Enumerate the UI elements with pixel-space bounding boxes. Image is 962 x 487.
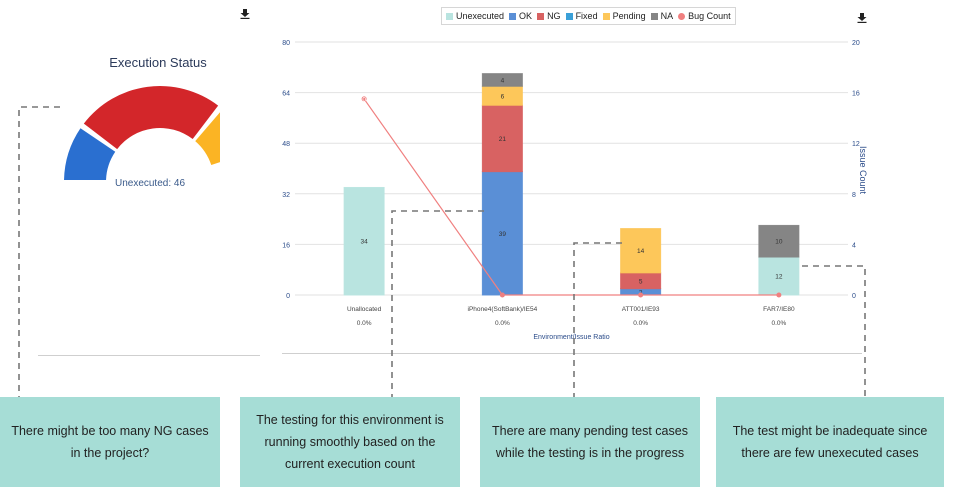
x-axis-label: Environment/Issue Ratio — [533, 334, 609, 341]
x-tick-label: Unallocated — [347, 306, 382, 313]
y2-tick-label: 16 — [852, 91, 860, 98]
legend-item-fixed[interactable]: Fixed — [565, 11, 598, 21]
callout-text: The test might be inadequate since there… — [732, 424, 928, 460]
callout-running-smoothly: The testing for this environment is runn… — [240, 397, 460, 487]
legend-swatch — [537, 12, 545, 20]
callout-text: There might be too many NG cases in the … — [11, 424, 209, 460]
download-icon[interactable] — [240, 9, 250, 19]
callout-pending-cases: There are many pending test cases while … — [480, 397, 700, 487]
connector-ng — [18, 106, 60, 397]
bug-count-point[interactable] — [776, 292, 782, 298]
x-tick-label: FAR7/IE80 — [763, 306, 795, 313]
legend-item-unexecuted[interactable]: Unexecuted — [446, 11, 504, 21]
bar-value-label: 39 — [499, 231, 507, 238]
legend-label: Fixed — [575, 11, 598, 21]
bug-count-point[interactable] — [499, 292, 505, 298]
legend-swatch — [565, 12, 573, 20]
gauge-segment-ng — [83, 86, 219, 150]
legend-swatch — [509, 12, 517, 20]
y-tick-label: 0 — [286, 293, 290, 300]
bar-segment-unexecuted[interactable] — [343, 186, 385, 296]
x-tick-label: iPhone4(SoftBank)/IE54 — [468, 306, 538, 313]
bar-segment-na[interactable] — [758, 224, 800, 258]
legend-swatch — [678, 12, 686, 20]
legend-label: Bug Count — [688, 11, 731, 21]
x-ratio-label: 0.0% — [357, 320, 372, 327]
y-tick-label: 32 — [282, 192, 290, 199]
bar-segment-na[interactable] — [481, 73, 523, 87]
callout-text: The testing for this environment is runn… — [256, 413, 444, 471]
gauge-panel-divider — [38, 355, 260, 356]
gauge-segment-pending — [195, 112, 220, 166]
gauge-title: Execution Status — [109, 55, 207, 70]
legend-label: Pending — [612, 11, 646, 21]
y2-tick-label: 12 — [852, 141, 860, 148]
y-tick-label: 16 — [282, 242, 290, 249]
legend-label: NG — [547, 11, 561, 21]
bar-value-label: 14 — [637, 248, 645, 255]
bar-value-label: 6 — [501, 93, 505, 100]
legend-label: Unexecuted — [456, 11, 505, 21]
bar-segment-pending[interactable] — [620, 228, 662, 274]
bar-value-label: 10 — [775, 239, 783, 246]
gauge-subtitle: Unexecuted: 46 — [114, 178, 186, 189]
legend-swatch — [446, 12, 453, 20]
bar-value-label: 34 — [361, 239, 369, 246]
y2-tick-label: 4 — [852, 242, 856, 249]
legend-swatch — [650, 12, 658, 20]
chart-panel-divider — [282, 353, 862, 354]
callout-text: There are many pending test cases while … — [492, 424, 688, 460]
chart-legend: Unexecuted OK NG Fixed Pending NA Bug Count — [441, 7, 736, 25]
gauge-segment-ok — [64, 128, 116, 180]
y-tick-label: 48 — [282, 141, 290, 148]
y2-tick-label: 20 — [852, 40, 860, 47]
y-tick-label: 80 — [282, 40, 290, 47]
connector-iphone — [391, 210, 484, 397]
legend-item-bug-count[interactable]: Bug Count — [678, 11, 731, 21]
callout-ng-cases: There might be too many NG cases in the … — [0, 397, 220, 487]
bar-segment-ng[interactable] — [481, 104, 523, 173]
bar-value-label: 5 — [639, 278, 643, 285]
execution-status-gauge — [64, 86, 220, 180]
x-ratio-label: 0.0% — [771, 320, 786, 327]
legend-item-ng[interactable]: NG — [537, 11, 561, 21]
legend-label: OK — [519, 11, 533, 21]
y-tick-label: 64 — [282, 91, 290, 98]
connector-att — [573, 242, 622, 397]
bar-value-label: 21 — [499, 136, 507, 143]
y2-axis-label: Issue Count — [858, 146, 868, 195]
y2-tick-label: 0 — [852, 293, 856, 300]
callout-inadequate-test: The test might be inadequate since there… — [716, 397, 944, 487]
x-tick-label: ATT001/IE93 — [622, 306, 660, 313]
bug-count-point[interactable] — [638, 292, 644, 298]
connector-far — [802, 265, 866, 397]
bug-count-line — [363, 98, 779, 296]
download-icon[interactable] — [857, 13, 867, 23]
bar-value-label: 4 — [501, 77, 505, 84]
legend-item-ok[interactable]: OK — [509, 11, 532, 21]
legend-item-pending[interactable]: Pending — [602, 11, 646, 21]
y2-tick-label: 8 — [852, 192, 856, 199]
x-ratio-label: 0.0% — [633, 320, 648, 327]
legend-swatch — [602, 12, 610, 20]
legend-item-na[interactable]: NA — [650, 11, 674, 21]
bug-count-value-label: 0 — [362, 96, 366, 103]
legend-label: NA — [660, 11, 674, 21]
bar-value-label: 12 — [775, 274, 783, 281]
bug-count-point[interactable] — [361, 96, 367, 102]
x-ratio-label: 0.0% — [495, 320, 510, 327]
